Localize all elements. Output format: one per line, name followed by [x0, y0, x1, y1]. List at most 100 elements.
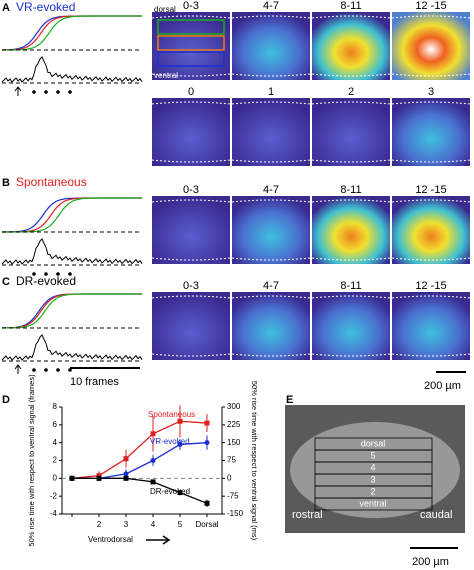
panel-label: D	[2, 394, 10, 406]
direction-label: rostral	[292, 509, 323, 521]
scale-label: 200 µm	[412, 556, 449, 568]
panels: A VR-evoked B Spontaneous C DR-evoked D …	[2, 0, 466, 406]
point	[150, 431, 156, 437]
trace	[2, 293, 142, 329]
image	[392, 98, 470, 166]
image-bright	[290, 422, 460, 518]
frame-label: 12 -15	[415, 184, 446, 196]
image	[232, 12, 310, 80]
trace	[2, 15, 142, 51]
dot	[56, 368, 60, 372]
panel-label: E	[286, 394, 293, 406]
point	[123, 475, 129, 481]
trace	[2, 293, 142, 329]
trace	[2, 293, 142, 329]
point	[150, 458, 156, 463]
x-tick-label: Dorsal	[195, 520, 218, 529]
frame-label: 4-7	[263, 280, 279, 292]
y2-tick-label: 225	[227, 420, 241, 429]
y-tick-label: -4	[50, 509, 58, 518]
region-label: ventral	[154, 71, 178, 80]
y-tick-label: -2	[50, 491, 58, 500]
y2-tick-label: 150	[227, 438, 241, 447]
dot	[68, 90, 72, 94]
roi	[157, 35, 225, 51]
image	[232, 98, 310, 166]
image	[312, 12, 390, 80]
trace	[2, 15, 142, 51]
frame-label: 2	[348, 86, 354, 98]
dot	[56, 272, 60, 276]
image	[232, 196, 310, 264]
point	[177, 418, 183, 424]
x-tick-label: 4	[151, 520, 156, 529]
region-label: 4	[370, 462, 375, 472]
region-label: dorsal	[154, 5, 176, 14]
region-label: dorsal	[361, 438, 386, 448]
arrow	[14, 86, 22, 96]
point	[96, 475, 102, 481]
point	[177, 490, 183, 496]
scale-label: 200 µm	[424, 380, 461, 392]
image	[392, 196, 470, 264]
y-tick-label: 0	[53, 473, 58, 482]
dot	[44, 90, 48, 94]
dot	[56, 90, 60, 94]
y2-axis-label: 50% rise time with respect to ventral si…	[250, 381, 259, 541]
frame-label: 12 -15	[415, 0, 446, 12]
y2-tick-label: 75	[227, 456, 236, 465]
image	[312, 98, 390, 166]
y-tick-label: 2	[53, 456, 58, 465]
difference-trace	[1, 334, 143, 361]
y-tick-label: 8	[53, 402, 58, 411]
difference-trace	[1, 238, 143, 265]
point	[69, 475, 75, 481]
series-line	[72, 477, 208, 504]
y-axis-label: 50% rise time with respect to ventral si…	[27, 374, 36, 547]
image	[312, 292, 390, 360]
region-label: 5	[370, 450, 375, 460]
arrow	[146, 535, 171, 545]
frame-label: 0	[188, 86, 194, 98]
image	[392, 12, 470, 80]
dot	[32, 272, 36, 276]
roi	[157, 19, 225, 35]
dot	[44, 368, 48, 372]
point	[204, 440, 210, 446]
point	[123, 456, 129, 462]
frame-label: 8-11	[340, 280, 361, 292]
series-line	[71, 420, 208, 479]
region-label: ventral	[359, 498, 386, 508]
series-label: Spontaneous	[148, 410, 195, 419]
point	[204, 500, 210, 506]
image	[232, 292, 310, 360]
dot	[32, 368, 36, 372]
dot	[68, 368, 72, 372]
frame-label: 1	[268, 86, 274, 98]
image	[312, 196, 390, 264]
region-label: 2	[370, 486, 375, 496]
difference-trace	[1, 56, 143, 83]
frame-label: 4-7	[263, 0, 279, 12]
x-tick-label: 3	[124, 520, 129, 529]
trace	[1, 197, 142, 233]
x-axis-label: Ventrodorsal	[88, 535, 133, 544]
panel-title: DR-evoked	[16, 274, 76, 288]
panel-title: VR-evoked	[16, 0, 75, 14]
point	[177, 441, 183, 447]
y-tick-label: 4	[53, 438, 58, 447]
point	[123, 471, 129, 477]
dot	[68, 272, 72, 276]
series-label: VR-evoked	[150, 437, 190, 446]
point	[96, 473, 102, 479]
frame-label: 4-7	[263, 184, 279, 196]
image	[152, 98, 230, 166]
image	[152, 196, 230, 264]
frame-label: 8-11	[340, 184, 361, 196]
series-label: DR-evoked	[150, 487, 190, 496]
series-line	[72, 442, 208, 479]
arrow	[14, 364, 22, 374]
y2-tick-label: -75	[227, 491, 239, 500]
point	[150, 479, 156, 485]
